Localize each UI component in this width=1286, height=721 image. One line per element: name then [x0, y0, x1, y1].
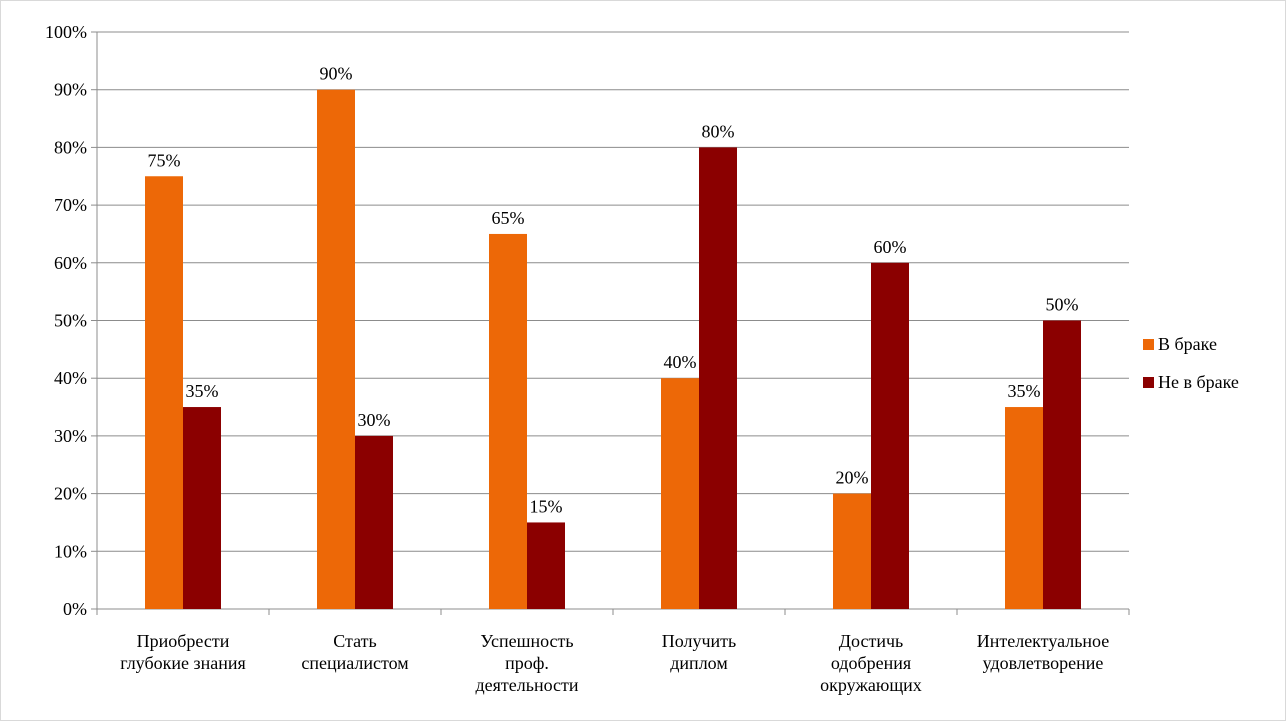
data-labels: 75% 35% 90% 30% 65% 15% 40% 80% 20% 60% 35% 50% [148, 64, 1079, 517]
category-label: Успешность [480, 631, 573, 651]
category-label: диплом [670, 653, 727, 673]
bar-married [317, 89, 355, 609]
category-label: проф. [505, 653, 549, 673]
y-tick-label: 40% [54, 368, 87, 388]
category-label: Стать [333, 631, 376, 651]
y-tick-label: 20% [54, 484, 87, 504]
y-tick-label: 90% [54, 80, 87, 100]
y-tick-label: 30% [54, 426, 87, 446]
category-label: окружающих [820, 675, 922, 695]
bar-not-married [527, 522, 565, 609]
y-tick-label: 50% [54, 311, 87, 331]
legend-label: В браке [1158, 334, 1217, 354]
data-label: 40% [664, 352, 697, 372]
category-label: Достичь [839, 631, 903, 651]
data-label: 80% [702, 121, 735, 141]
legend-swatch [1143, 339, 1154, 350]
data-label: 30% [358, 410, 391, 430]
bar-married [145, 176, 183, 609]
data-label: 75% [148, 150, 181, 170]
y-tick-label: 80% [54, 137, 87, 157]
data-label: 60% [874, 237, 907, 257]
data-label: 35% [1008, 381, 1041, 401]
legend: В браке Не в браке [1143, 334, 1239, 392]
bar-not-married [355, 435, 393, 609]
bar-married [489, 233, 527, 609]
data-label: 65% [492, 208, 525, 228]
category-label: специалистом [301, 653, 408, 673]
axes: 0% 10% 20% 30% 40% 50% 60% 70% 80% 90% 100% [45, 22, 1130, 619]
data-label: 50% [1046, 295, 1079, 315]
data-label: 90% [320, 64, 353, 84]
category-label: Приобрести [137, 631, 230, 651]
data-label: 35% [186, 381, 219, 401]
category-label: одобрения [831, 653, 911, 673]
y-tick-label: 70% [54, 195, 87, 215]
gridlines [97, 31, 1129, 552]
category-label: Получить [662, 631, 737, 651]
bar-married [833, 493, 871, 609]
bars [145, 89, 1081, 609]
y-tick-label: 10% [54, 541, 87, 561]
bar-not-married [871, 262, 909, 609]
bar-not-married [183, 407, 221, 609]
category-label: удовлетворение [983, 653, 1104, 673]
bar-married [1005, 407, 1043, 609]
y-tick-label: 0% [63, 599, 87, 619]
legend-swatch [1143, 377, 1154, 388]
data-label: 15% [530, 496, 563, 516]
category-label: деятельности [475, 675, 578, 695]
y-tick-label: 60% [54, 253, 87, 273]
bar-married [661, 378, 699, 609]
category-label: Интелектуальное [977, 631, 1110, 651]
y-tick-label: 100% [45, 22, 87, 42]
category-label: глубокие знания [120, 653, 246, 673]
bar-not-married [699, 147, 737, 609]
bar-not-married [1043, 320, 1081, 609]
legend-label: Не в браке [1158, 372, 1239, 392]
data-label: 20% [836, 468, 869, 488]
